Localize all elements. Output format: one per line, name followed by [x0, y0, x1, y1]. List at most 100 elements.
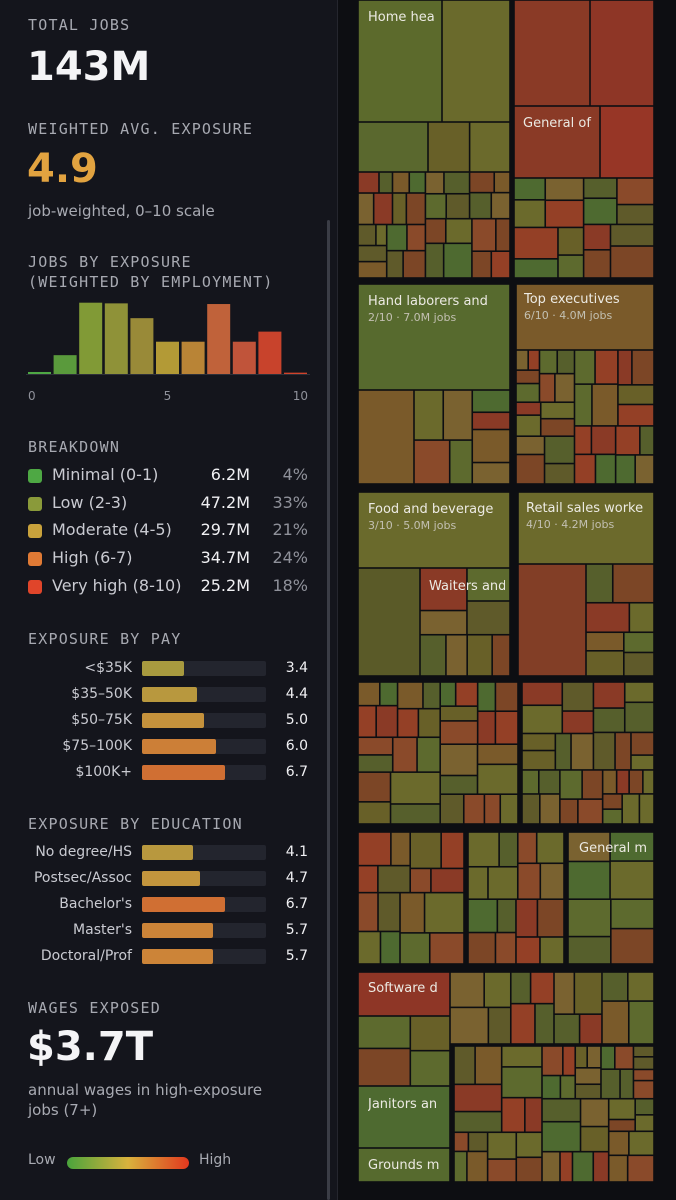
treemap-cell[interactable]: [400, 893, 424, 933]
treemap-cell[interactable]: [420, 611, 467, 634]
treemap-cell[interactable]: [473, 463, 510, 484]
treemap-cell[interactable]: [575, 384, 592, 426]
treemap-cell[interactable]: [514, 178, 545, 200]
treemap-cell[interactable]: [441, 706, 477, 721]
treemap-cell[interactable]: [609, 1156, 627, 1182]
treemap-cell[interactable]: [560, 1152, 572, 1182]
treemap-cell[interactable]: [358, 738, 392, 755]
treemap-cell[interactable]: [470, 193, 491, 218]
treemap-cell[interactable]: [592, 384, 618, 426]
treemap-cell[interactable]: [568, 862, 610, 899]
treemap-cell[interactable]: [611, 246, 654, 278]
treemap-cell[interactable]: [643, 770, 654, 794]
treemap-cell[interactable]: [560, 799, 578, 824]
treemap-cell[interactable]: [610, 832, 654, 861]
treemap-cell[interactable]: [419, 709, 440, 737]
treemap-cell[interactable]: [502, 1067, 542, 1097]
treemap-cell[interactable]: [545, 437, 574, 463]
treemap-cell[interactable]: [517, 1133, 542, 1157]
treemap-cell[interactable]: [456, 682, 477, 706]
treemap-cell[interactable]: [414, 390, 443, 440]
treemap-cell[interactable]: [516, 384, 539, 402]
treemap-cell[interactable]: [501, 794, 518, 824]
treemap-cell[interactable]: [489, 1008, 510, 1044]
treemap-cell[interactable]: [426, 194, 446, 218]
treemap-cell[interactable]: [403, 251, 425, 278]
treemap-cell[interactable]: [596, 455, 615, 484]
treemap-cell[interactable]: [473, 390, 510, 412]
treemap-cell[interactable]: [358, 246, 386, 261]
treemap-cell[interactable]: [393, 738, 417, 772]
treemap-cell[interactable]: [609, 1099, 635, 1119]
treemap-cell[interactable]: [472, 252, 491, 278]
treemap-cell[interactable]: [587, 1046, 601, 1068]
treemap-cell[interactable]: [358, 755, 392, 772]
treemap-cell[interactable]: [450, 972, 484, 1007]
treemap-cell[interactable]: [358, 0, 442, 122]
treemap-cell[interactable]: [601, 1046, 614, 1069]
treemap-cell[interactable]: [631, 755, 654, 770]
treemap-cell[interactable]: [358, 492, 510, 568]
treemap-cell[interactable]: [496, 933, 516, 964]
treemap-cell[interactable]: [393, 172, 409, 193]
treemap-cell[interactable]: [546, 178, 583, 200]
treemap-cell[interactable]: [634, 1057, 654, 1069]
treemap-cell[interactable]: [454, 1085, 501, 1111]
treemap-cell[interactable]: [426, 219, 445, 243]
treemap-cell[interactable]: [391, 804, 440, 824]
treemap-cell[interactable]: [632, 350, 654, 385]
treemap-cell[interactable]: [511, 972, 530, 1003]
treemap-cell[interactable]: [467, 601, 510, 634]
treemap-cell[interactable]: [640, 794, 654, 824]
treemap-cell[interactable]: [582, 770, 602, 799]
treemap-cell[interactable]: [575, 455, 595, 484]
treemap-cell[interactable]: [635, 1099, 654, 1115]
treemap-cell[interactable]: [442, 0, 510, 122]
treemap-cell[interactable]: [525, 1098, 542, 1132]
histogram-bar-10[interactable]: [284, 372, 307, 374]
treemap-cell[interactable]: [358, 932, 380, 964]
treemap-cell[interactable]: [618, 385, 654, 404]
treemap-cell[interactable]: [469, 1133, 487, 1151]
treemap-cell[interactable]: [407, 193, 425, 224]
treemap-cell[interactable]: [358, 193, 373, 224]
treemap-cell[interactable]: [584, 225, 610, 249]
treemap-cell[interactable]: [617, 770, 629, 794]
treemap-cell[interactable]: [628, 1156, 654, 1182]
treemap-cell[interactable]: [586, 651, 624, 676]
treemap-cell[interactable]: [516, 415, 540, 436]
treemap-cell[interactable]: [358, 1049, 410, 1086]
treemap-cell[interactable]: [624, 653, 654, 676]
treemap-cell[interactable]: [358, 866, 378, 892]
treemap-cell[interactable]: [622, 794, 639, 824]
treemap-cell[interactable]: [488, 867, 517, 899]
treemap-cell[interactable]: [420, 568, 467, 610]
treemap-cell[interactable]: [516, 370, 539, 383]
treemap-cell[interactable]: [568, 899, 611, 936]
treemap-cell[interactable]: [495, 172, 510, 192]
treemap-cell[interactable]: [470, 122, 510, 172]
treemap-cell[interactable]: [473, 413, 510, 429]
treemap-cell[interactable]: [441, 794, 463, 824]
treemap-cell[interactable]: [358, 706, 376, 737]
treemap-cell[interactable]: [542, 1099, 580, 1121]
treemap-cell[interactable]: [430, 933, 464, 964]
treemap-cell[interactable]: [358, 832, 391, 865]
treemap-cell[interactable]: [540, 374, 555, 402]
treemap-cell[interactable]: [488, 1159, 516, 1182]
treemap-cell[interactable]: [468, 900, 497, 932]
treemap-cell[interactable]: [603, 770, 616, 794]
treemap-cell[interactable]: [473, 430, 510, 462]
treemap-cell[interactable]: [444, 390, 472, 440]
treemap-cell[interactable]: [374, 193, 392, 224]
treemap-cell[interactable]: [411, 1051, 450, 1086]
occupation-treemap[interactable]: Home hea General of Hand laborers and 2/10 …: [358, 0, 658, 1186]
treemap-cell[interactable]: [603, 794, 622, 809]
treemap-cell[interactable]: [379, 172, 392, 193]
treemap-cell[interactable]: [454, 1152, 467, 1182]
histogram-bar-3[interactable]: [104, 303, 128, 374]
treemap-cell[interactable]: [542, 1076, 560, 1098]
treemap-cell[interactable]: [560, 770, 582, 799]
treemap-cell[interactable]: [578, 799, 602, 824]
treemap-cell[interactable]: [414, 440, 449, 484]
